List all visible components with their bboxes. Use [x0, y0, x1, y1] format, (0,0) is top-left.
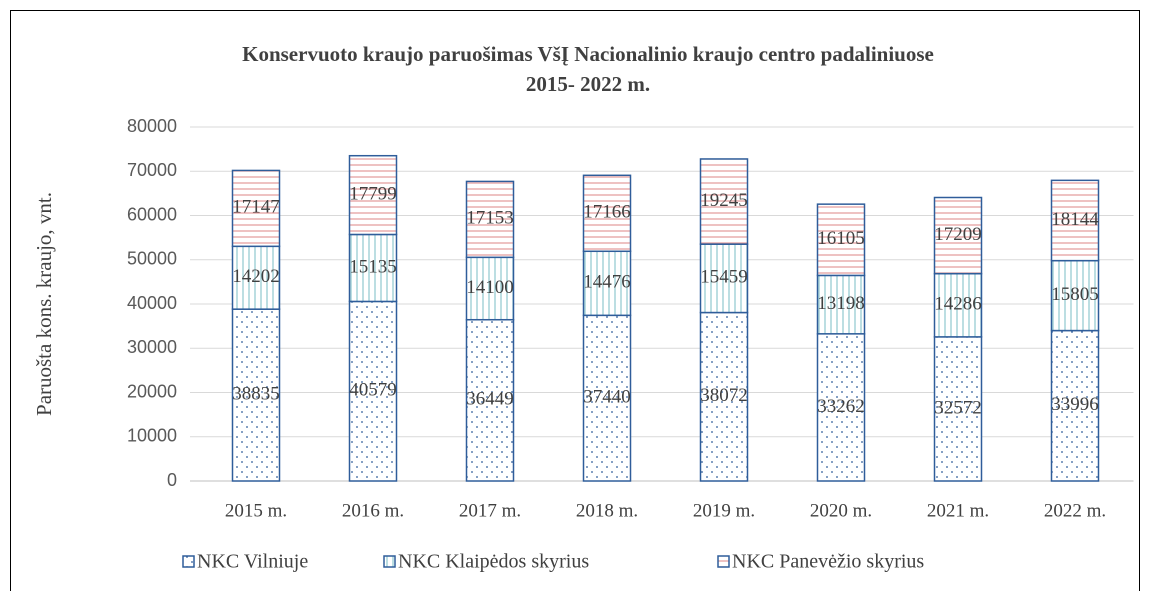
- frame: [10, 10, 1140, 591]
- bar-segment: [699, 158, 749, 245]
- bar-segment: [348, 154, 398, 236]
- x-tick-label: 2017 m.: [459, 500, 521, 521]
- y-tick-label: 0: [167, 470, 177, 490]
- bar-segment: [582, 174, 632, 253]
- y-tick-label: 20000: [127, 381, 177, 401]
- y-tick-label: 50000: [127, 249, 177, 269]
- x-tick-label: 2016 m.: [342, 500, 404, 521]
- data-label: 17166: [583, 202, 631, 223]
- chart-title: Konservuoto kraujo paruošimas VšĮ Nacion…: [242, 42, 934, 66]
- bar-segment: [699, 311, 749, 482]
- bar-segment: [933, 196, 983, 275]
- data-label: 14202: [232, 266, 280, 287]
- data-label: 15805: [1051, 284, 1099, 305]
- data-label: 17147: [232, 197, 280, 218]
- legend-swatch: [383, 555, 396, 568]
- data-label: 38072: [700, 385, 748, 406]
- data-label: 37440: [583, 387, 631, 408]
- bar-segment: [1050, 179, 1100, 262]
- data-label: 13198: [817, 293, 865, 314]
- y-axis-label: Paruošta kons. kraujo, vnt.: [32, 192, 56, 416]
- y-tick-label: 60000: [127, 204, 177, 224]
- data-label: 14100: [466, 277, 514, 298]
- data-label: 16105: [817, 228, 865, 249]
- bar-segment: [231, 169, 281, 248]
- x-tick-label: 2018 m.: [576, 500, 638, 521]
- data-label: 38835: [232, 383, 280, 404]
- legend-swatch: [182, 555, 195, 568]
- data-label: 17153: [466, 208, 514, 229]
- bar-segment: [1050, 329, 1100, 482]
- y-tick-label: 70000: [127, 160, 177, 180]
- data-label: 14476: [583, 272, 631, 293]
- x-tick-label: 2015 m.: [225, 500, 287, 521]
- bar-segment: [1050, 259, 1100, 332]
- data-label: 15135: [349, 256, 397, 277]
- data-label: 14286: [934, 294, 982, 315]
- bar-segment: [465, 256, 515, 321]
- y-tick-label: 80000: [127, 116, 177, 136]
- bar-segment: [348, 300, 398, 482]
- x-tick-label: 2021 m.: [927, 500, 989, 521]
- chart-title: 2015- 2022 m.: [526, 72, 650, 96]
- bar-segment: [816, 333, 866, 482]
- bar-segment: [348, 233, 398, 303]
- legend-label: NKC Vilniuje: [197, 551, 308, 573]
- data-label: 33996: [1051, 394, 1099, 415]
- bar-segment: [582, 314, 632, 482]
- data-label: 40579: [349, 380, 397, 401]
- data-label: 15459: [700, 267, 748, 288]
- bar-segment: [465, 180, 515, 259]
- bar-segment: [816, 274, 866, 335]
- bar-segment: [582, 250, 632, 317]
- data-label: 17799: [349, 183, 397, 204]
- x-tick-label: 2019 m.: [693, 500, 755, 521]
- bar-segment: [465, 318, 515, 482]
- data-label: 33262: [817, 396, 865, 417]
- data-label: 18144: [1051, 209, 1099, 230]
- x-tick-label: 2022 m.: [1044, 500, 1106, 521]
- y-tick-label: 10000: [127, 426, 177, 446]
- y-tick-label: 40000: [127, 293, 177, 313]
- y-tick-label: 30000: [127, 337, 177, 357]
- data-label: 19245: [700, 190, 748, 211]
- bar-segment: [816, 203, 866, 277]
- data-label: 32572: [934, 397, 982, 418]
- data-label: 36449: [466, 389, 514, 410]
- data-label: 17209: [934, 224, 982, 245]
- legend-swatch: [717, 555, 730, 568]
- legend-label: NKC Klaipėdos skyrius: [398, 551, 589, 573]
- legend-label: NKC Panevėžio skyrius: [732, 551, 924, 573]
- x-tick-label: 2020 m.: [810, 500, 872, 521]
